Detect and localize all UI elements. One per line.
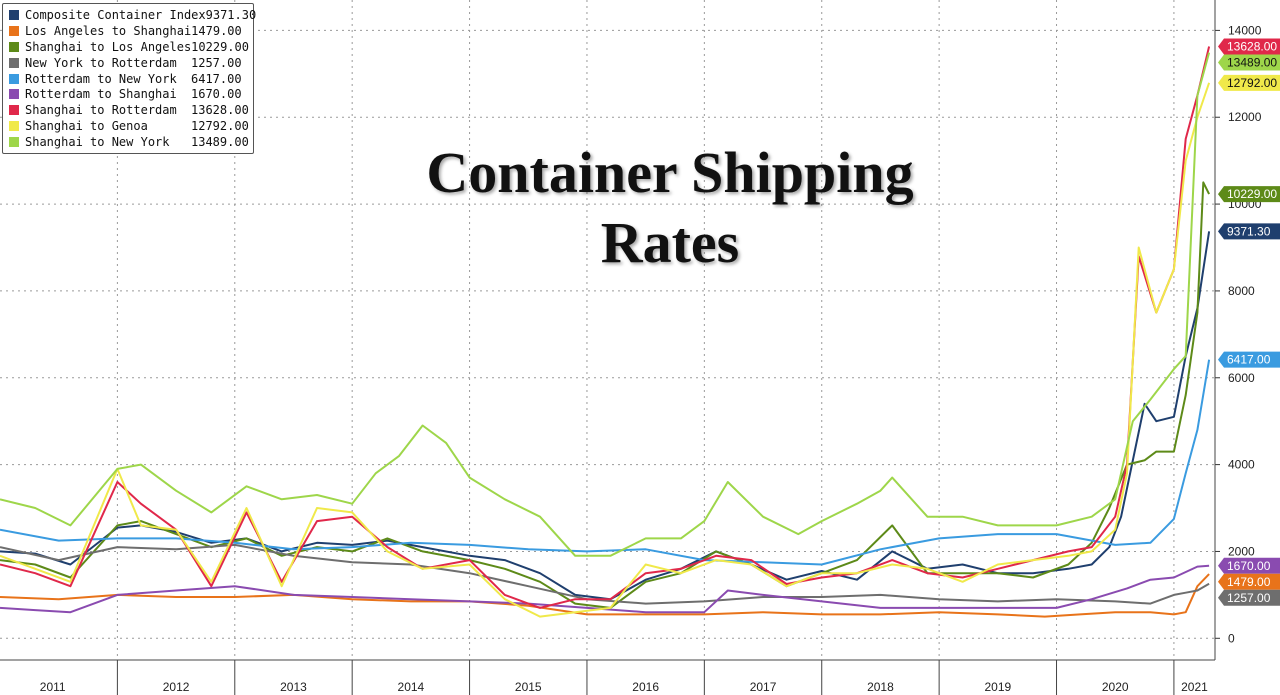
legend-last-value: 1670.00 bbox=[191, 87, 242, 102]
legend-last-value: 9371.30 bbox=[205, 7, 257, 22]
legend-last-value: 13628.00 bbox=[191, 103, 249, 118]
chart-title-line-2: Rates bbox=[600, 210, 740, 275]
last-value-badges: 13628.00 13489.00 12792.00 10229.00 9371.30 6… bbox=[1218, 38, 1280, 606]
last-value-label: 1257.00 bbox=[1227, 591, 1271, 605]
last-value-badge: 6417.00 bbox=[1218, 351, 1280, 368]
last-value-badge: 1479.00 bbox=[1218, 573, 1280, 590]
last-value-label: 12792.00 bbox=[1227, 76, 1277, 90]
last-value-label: 10229.00 bbox=[1227, 187, 1277, 201]
series-line-2 bbox=[0, 181, 1210, 609]
last-value-badge: 12792.00 bbox=[1218, 74, 1280, 91]
y-tick-label: 4000 bbox=[1228, 458, 1255, 472]
series-line-3 bbox=[0, 543, 1210, 605]
last-value-badge: 13489.00 bbox=[1218, 54, 1280, 71]
chart-grid bbox=[0, 0, 1215, 660]
y-tick-label: 0 bbox=[1228, 631, 1235, 645]
last-value-label: 13489.00 bbox=[1227, 56, 1277, 70]
x-tick-label: 2012 bbox=[163, 680, 190, 694]
last-value-label: 13628.00 bbox=[1227, 40, 1277, 54]
x-tick-label: 2014 bbox=[398, 680, 425, 694]
legend-series-name: Los Angeles to Shanghai bbox=[25, 23, 192, 38]
legend-series-name: Rotterdam to New York bbox=[25, 71, 177, 86]
legend-series-name: Composite Container Index bbox=[25, 7, 206, 22]
y-tick-label: 8000 bbox=[1228, 284, 1255, 298]
legend-swatch bbox=[9, 105, 19, 116]
legend-swatch bbox=[9, 25, 19, 36]
legend-series-name: Rotterdam to Shanghai bbox=[25, 87, 177, 102]
x-tick-label: 2016 bbox=[632, 680, 659, 694]
legend-series-name: Shanghai to New York bbox=[25, 135, 170, 150]
series-line-1 bbox=[0, 573, 1210, 618]
legend-last-value: 1257.00 bbox=[191, 55, 242, 70]
legend-last-value: 10229.00 bbox=[191, 39, 249, 54]
legend-swatch bbox=[9, 73, 19, 84]
legend-item: Shanghai to Genoa 12792.00 bbox=[3, 118, 253, 134]
legend-swatch bbox=[9, 41, 19, 52]
legend-swatch bbox=[9, 9, 19, 20]
legend-last-value: 6417.00 bbox=[191, 71, 242, 86]
x-tick-label: 2013 bbox=[280, 680, 307, 694]
legend-item: Los Angeles to Shanghai 1479.00 bbox=[3, 23, 253, 39]
last-value-label: 9371.30 bbox=[1227, 224, 1271, 238]
x-tick-label: 2015 bbox=[515, 680, 542, 694]
x-tick-label: 2020 bbox=[1102, 680, 1129, 694]
last-value-badge: 10229.00 bbox=[1218, 186, 1280, 203]
series-line-8 bbox=[0, 52, 1211, 557]
last-value-badge: 9371.30 bbox=[1218, 223, 1280, 240]
legend-last-value: 13489.00 bbox=[191, 135, 249, 150]
last-value-label: 1479.00 bbox=[1227, 575, 1271, 589]
chart-title: Container Shipping Rates bbox=[320, 138, 1020, 278]
y-tick-label: 14000 bbox=[1228, 23, 1262, 37]
series-line-0 bbox=[0, 231, 1211, 601]
x-tick-label: 2019 bbox=[984, 680, 1011, 694]
legend-item: Rotterdam to New York 6417.00 bbox=[3, 71, 253, 87]
legend-last-value: 12792.00 bbox=[191, 119, 249, 134]
y-tick-label: 6000 bbox=[1228, 371, 1255, 385]
series-line-7 bbox=[0, 82, 1211, 618]
legend-series-name: Shanghai to Genoa bbox=[25, 119, 148, 134]
legend-series-name: New York to Rotterdam bbox=[25, 55, 177, 70]
last-value-badge: 13628.00 bbox=[1218, 38, 1280, 55]
last-value-label: 1670.00 bbox=[1227, 559, 1271, 573]
series-lines bbox=[0, 46, 1211, 618]
legend-series-name: Shanghai to Rotterdam bbox=[25, 103, 177, 118]
x-tick-label: 2017 bbox=[750, 680, 777, 694]
last-value-badge: 1257.00 bbox=[1218, 589, 1280, 606]
legend-item: Rotterdam to Shanghai 1670.00 bbox=[3, 86, 253, 102]
series-line-5 bbox=[0, 564, 1210, 614]
legend-last-value: 1479.00 bbox=[191, 23, 242, 38]
legend-swatch bbox=[9, 137, 19, 148]
legend-swatch bbox=[9, 89, 19, 100]
legend-item: Composite Container Index 9371.30 bbox=[3, 7, 256, 23]
x-tick-label: 2021 bbox=[1181, 680, 1208, 694]
legend-swatch bbox=[9, 57, 19, 68]
x-tick-label: 2018 bbox=[867, 680, 894, 694]
x-tick-label: 2011 bbox=[40, 680, 66, 694]
series-line-6 bbox=[0, 46, 1211, 609]
legend-series-name: Shanghai to Los Angeles bbox=[25, 39, 192, 54]
y-tick-label: 12000 bbox=[1228, 110, 1262, 124]
legend-item: Shanghai to Los Angeles 10229.00 bbox=[3, 39, 253, 55]
last-value-badge: 1670.00 bbox=[1218, 557, 1280, 574]
legend-swatch bbox=[9, 121, 19, 132]
legend-item: New York to Rotterdam 1257.00 bbox=[3, 55, 253, 71]
chart-legend: Composite Container Index 9371.30 Los Ange… bbox=[2, 3, 256, 155]
legend-item: Shanghai to New York 13489.00 bbox=[3, 134, 253, 150]
chart-title-line-1: Container Shipping bbox=[426, 140, 914, 205]
y-tick-label: 2000 bbox=[1228, 544, 1255, 558]
legend-item: Shanghai to Rotterdam 13628.00 bbox=[3, 102, 253, 118]
last-value-label: 6417.00 bbox=[1227, 353, 1271, 367]
